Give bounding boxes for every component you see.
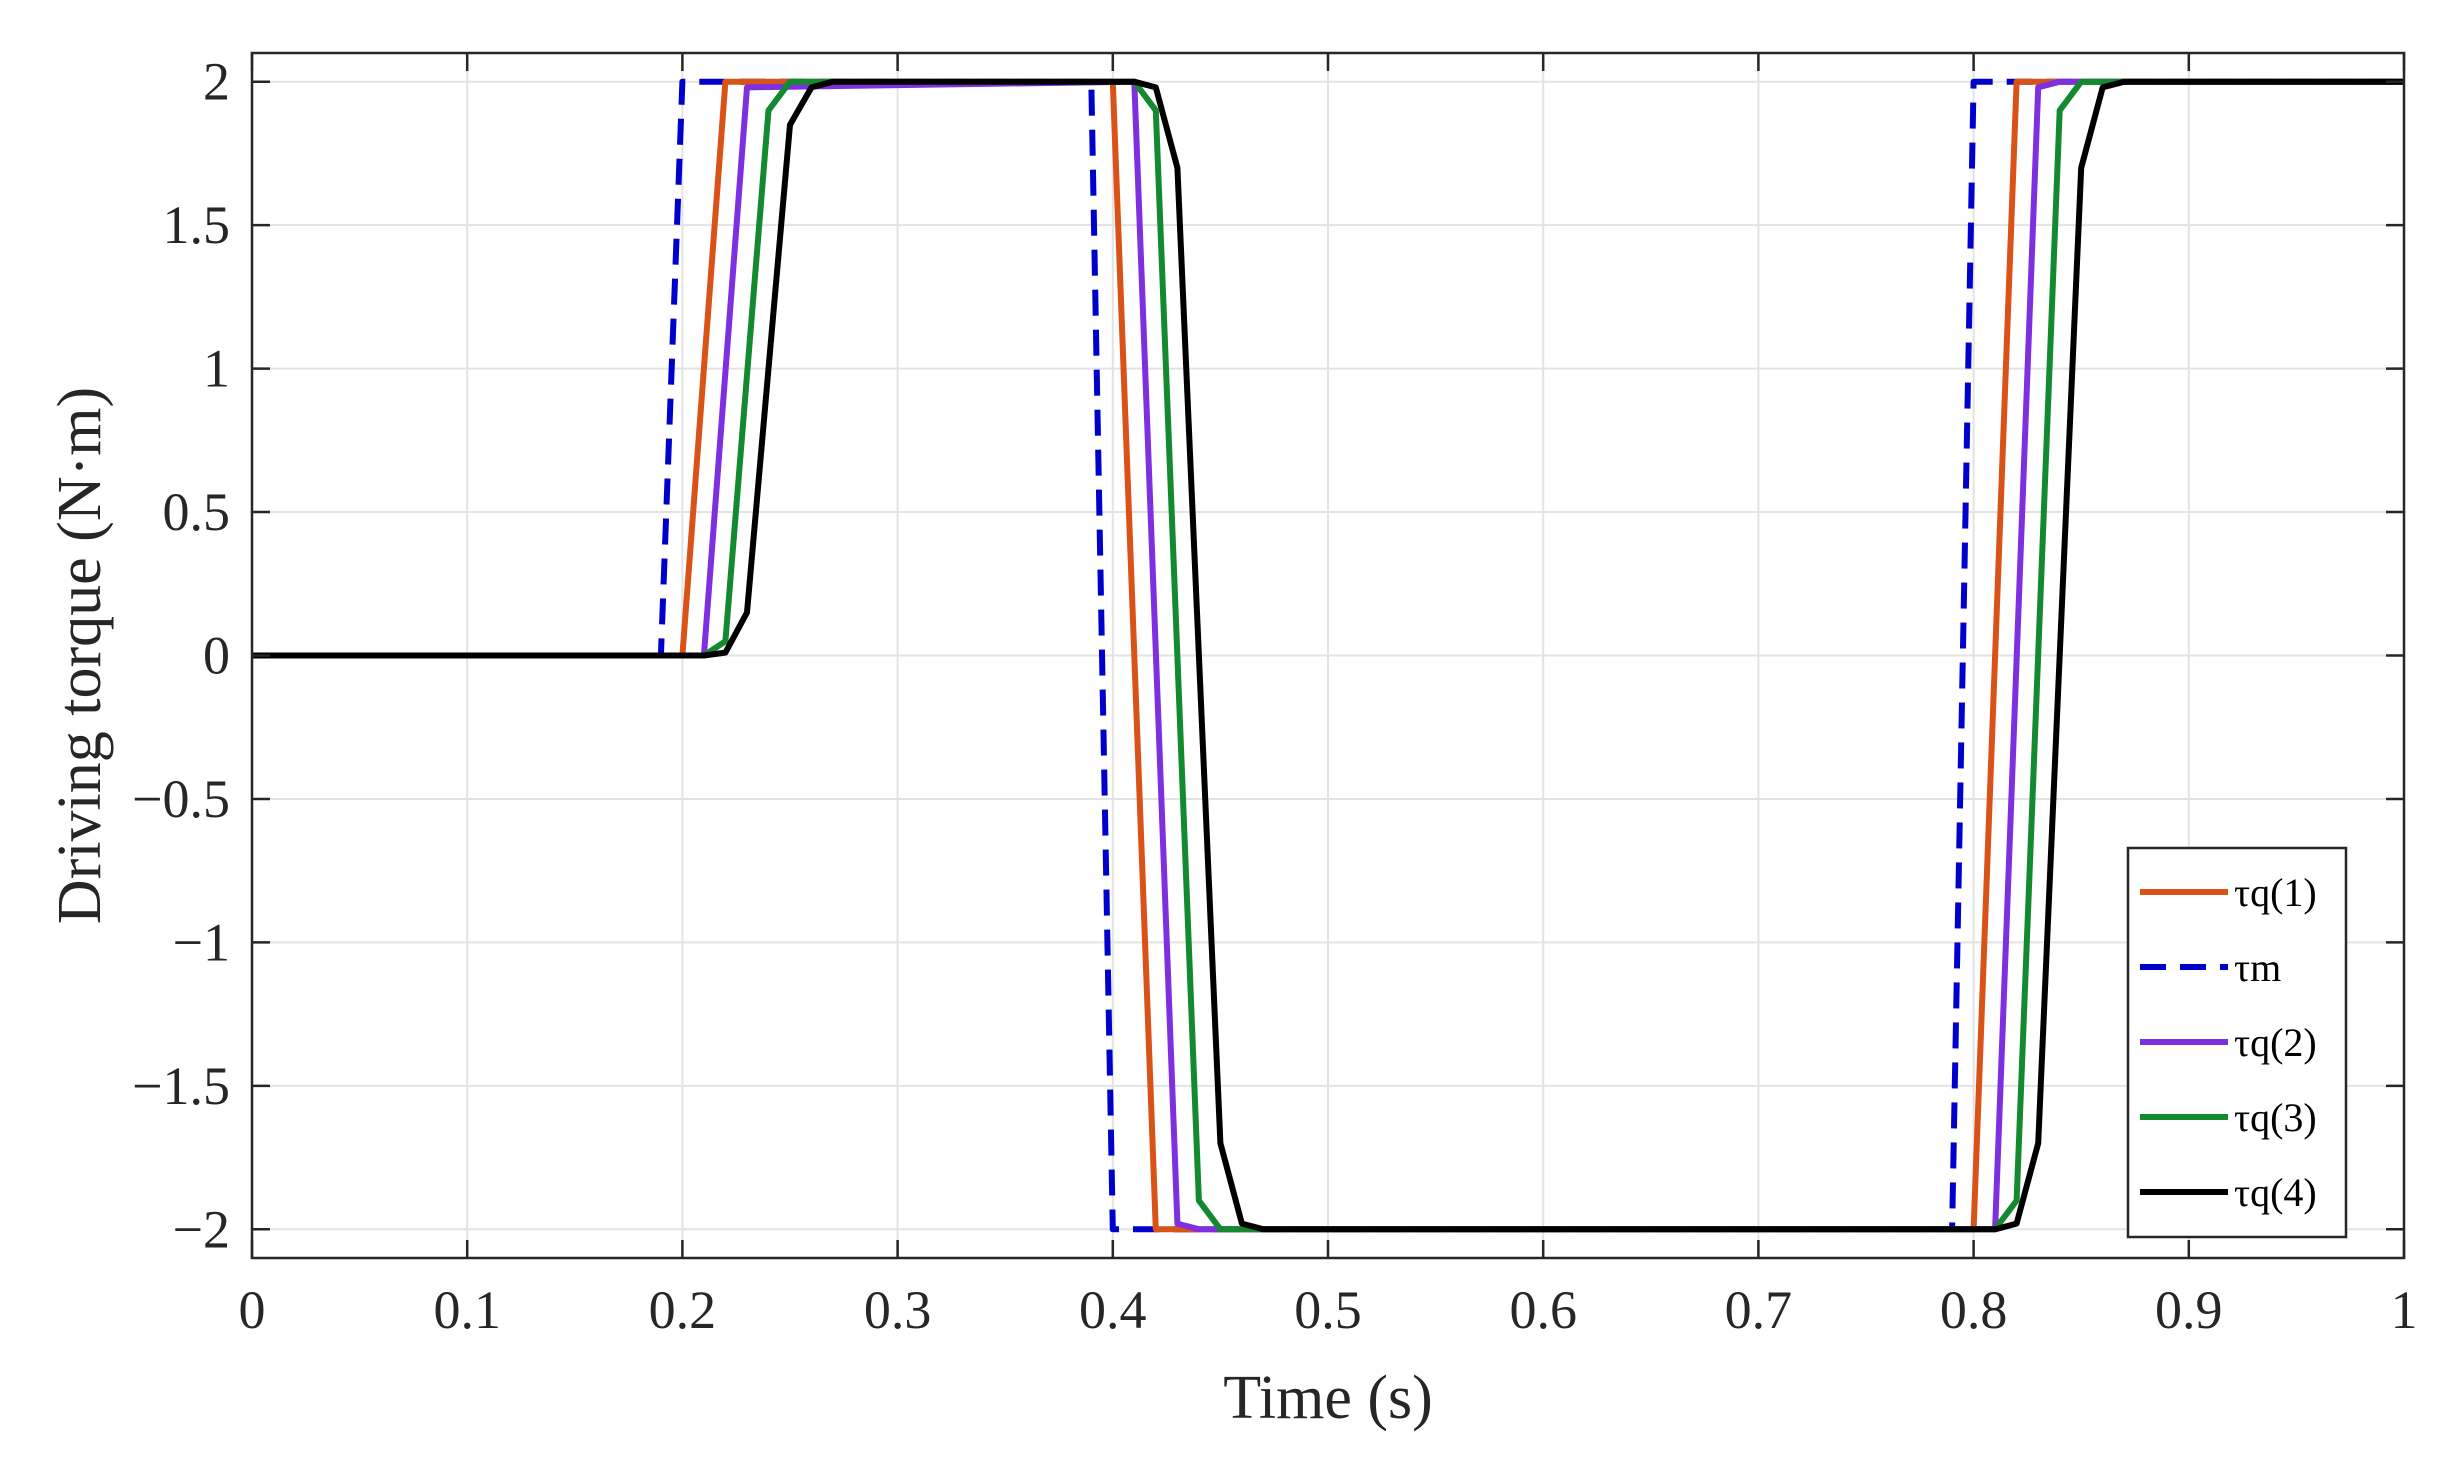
- tick-marks: [250, 53, 2406, 1258]
- series-line: [252, 78, 2404, 1233]
- legend-label: τq(4): [2234, 1170, 2317, 1215]
- legend-label: τm: [2234, 945, 2281, 990]
- legend: τq(1) τm τq(2) τq(3) τq(4): [2126, 846, 2348, 1239]
- x-tick-label: 0.5: [1294, 1280, 1362, 1340]
- x-tick-label: 0.2: [649, 1280, 717, 1340]
- y-tick-label: 1.5: [163, 195, 231, 255]
- legend-label: τq(1): [2234, 870, 2317, 915]
- x-tick-label: 0.8: [1940, 1280, 2008, 1340]
- series-line: [252, 78, 2404, 1233]
- x-tick-label: 1: [2391, 1280, 2418, 1340]
- x-tick-label: 0.6: [1509, 1280, 1577, 1340]
- x-tick-label: 0.9: [2155, 1280, 2223, 1340]
- legend-label: τq(3): [2234, 1095, 2317, 1140]
- grid-lines: [251, 53, 2405, 1258]
- x-tick-label: 0.1: [433, 1280, 501, 1340]
- series-line: [252, 78, 2404, 1233]
- x-tick-label: 0: [239, 1280, 266, 1340]
- y-tick-label: −0.5: [132, 769, 230, 829]
- x-axis-tick-labels: 0 0.1 0.2 0.3 0.4 0.5 0.6 0.7 0.8 0.9 1: [239, 1280, 2418, 1340]
- x-axis-label: Time (s): [1223, 1364, 1433, 1432]
- y-tick-label: −1: [173, 912, 230, 972]
- x-tick-label: 0.3: [864, 1280, 932, 1340]
- y-tick-label: 1: [203, 339, 230, 399]
- series-layer: [252, 78, 2404, 1233]
- series-line: [252, 78, 2404, 1233]
- y-tick-label: 0: [203, 626, 230, 686]
- y-tick-label: −2: [173, 1199, 230, 1259]
- y-tick-label: −1.5: [132, 1056, 230, 1116]
- y-tick-label: 2: [203, 52, 230, 112]
- y-axis-tick-labels: 2 1.5 1 0.5 0 −0.5 −1 −1.5 −2: [132, 52, 230, 1260]
- legend-label: τq(2): [2234, 1020, 2317, 1065]
- y-tick-label: 0.5: [163, 482, 231, 542]
- x-tick-label: 0.7: [1725, 1280, 1793, 1340]
- y-axis-label: Driving torque (N·m): [46, 387, 114, 924]
- x-tick-label: 0.4: [1079, 1280, 1147, 1340]
- series-line: [252, 78, 2404, 1233]
